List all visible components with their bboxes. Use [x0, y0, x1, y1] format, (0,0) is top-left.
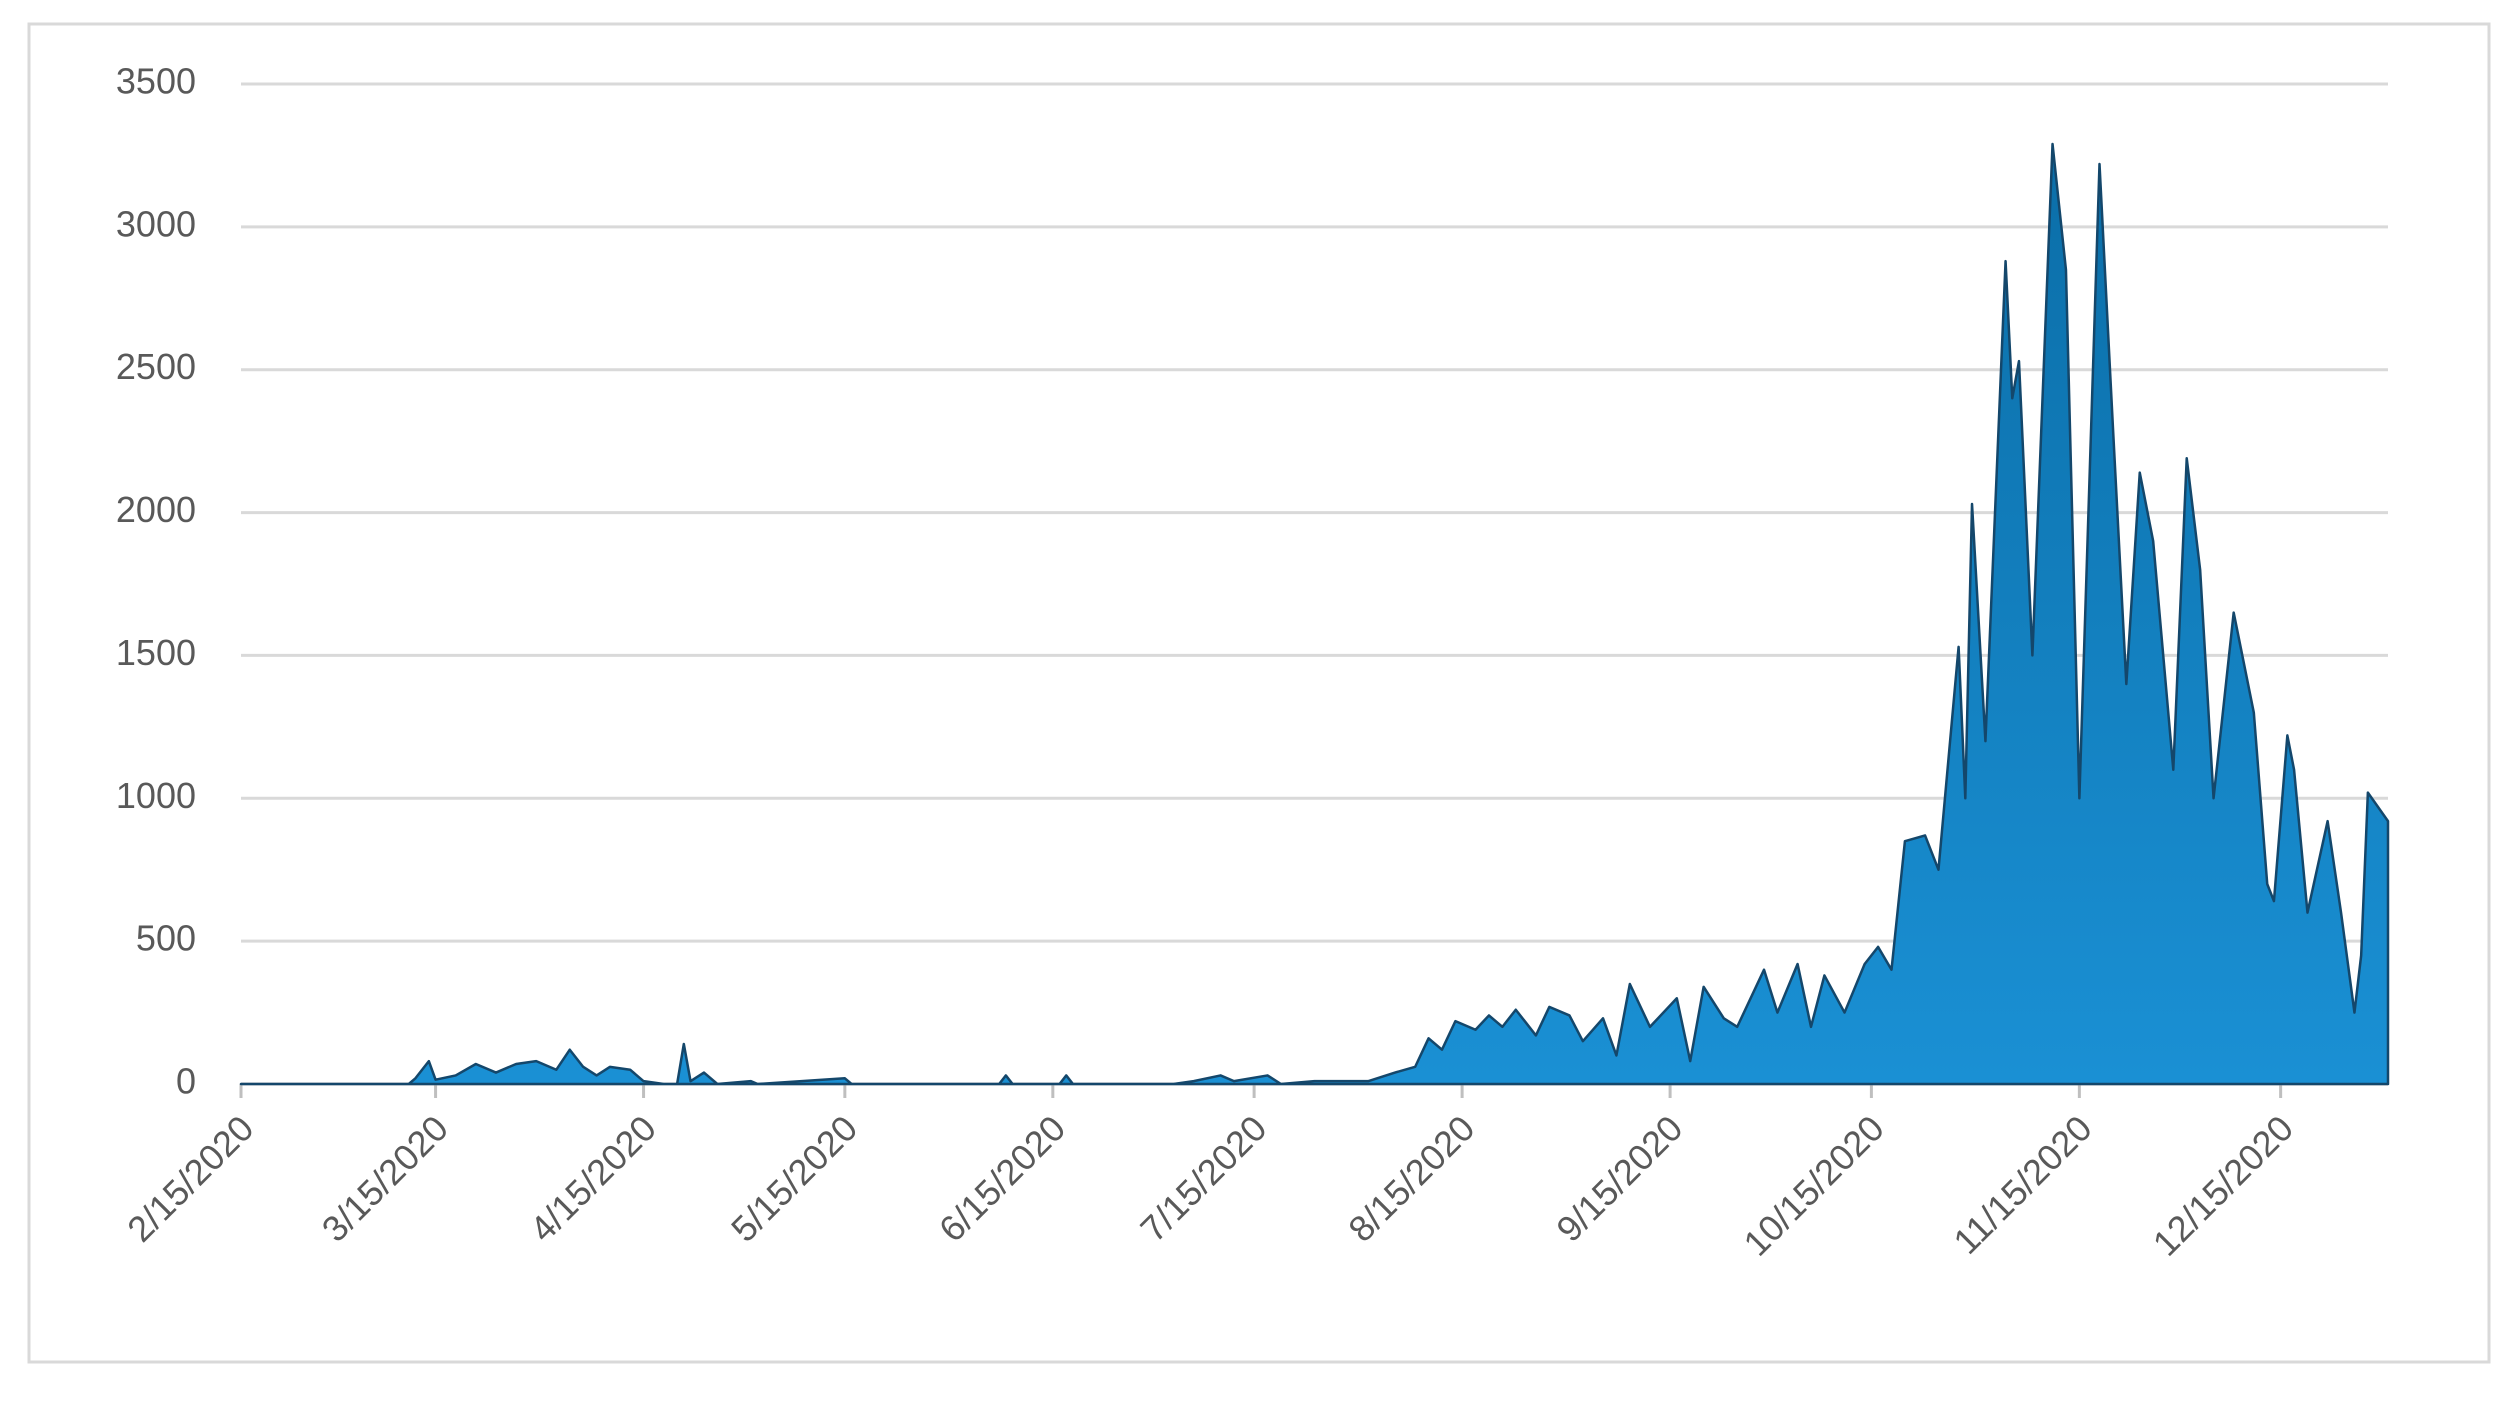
y-tick-label: 2500	[116, 346, 196, 387]
y-tick-label: 3000	[116, 203, 196, 244]
chart-border	[27, 22, 2491, 1364]
y-tick-label: 1500	[116, 632, 196, 673]
area	[239, 142, 2390, 1086]
y-tick-label: 500	[136, 918, 196, 959]
y-tick-label: 2000	[116, 489, 196, 530]
y-tick-label: 3500	[116, 61, 196, 102]
y-tick-label: 0	[176, 1061, 196, 1102]
y-tick-label: 1000	[116, 775, 196, 816]
